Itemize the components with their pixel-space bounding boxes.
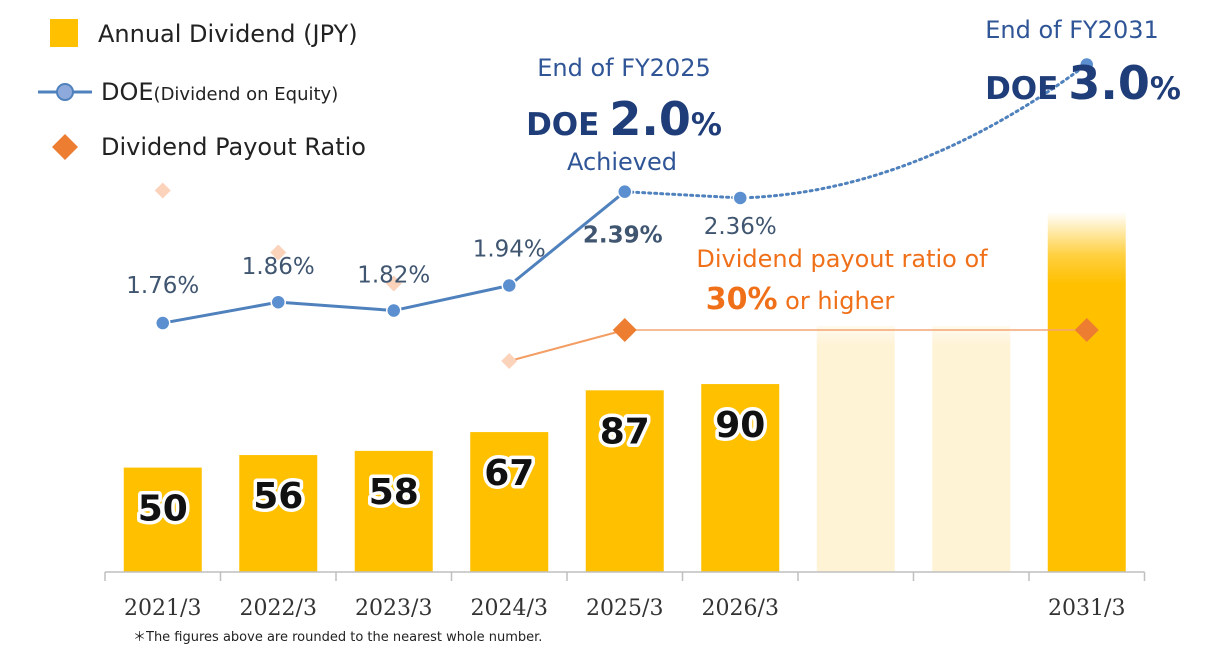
doe-marker [617, 183, 633, 200]
payout-marker [1074, 318, 1099, 342]
doe-layer [155, 56, 1095, 331]
dividend-value-label: 90 [715, 405, 765, 446]
doe-value-label: 2.39% [583, 223, 663, 249]
fy2025-title: End of FY2025 [537, 54, 711, 82]
doe-value-label: 1.76% [126, 273, 199, 299]
legend-doe-main: DOE [101, 78, 154, 106]
doe-value-label: 2.36% [704, 214, 777, 240]
x-tick-label: 2021/3 [124, 596, 201, 621]
dividend-bar-target-fy2031 [1047, 212, 1126, 572]
dividend-value-label: 50 [138, 489, 188, 530]
dividend-bar-2024-3 [470, 432, 549, 572]
footnote: ＊The figures above are rounded to the ne… [133, 630, 542, 645]
dividend-bar-2023-3 [354, 450, 433, 572]
fy2031-doe-unit: % [1150, 71, 1181, 107]
x-tick-label: 2025/3 [586, 596, 663, 621]
dividend-bar-2026-3 [701, 384, 780, 572]
dividend-value-label: 87 [600, 411, 650, 452]
fy2031-doe-target: DOE 3.0% [985, 56, 1181, 110]
doe-value-label: 1.82% [357, 263, 430, 289]
legend: Annual Dividend (JPY) DOE(Dividend on Eq… [38, 19, 366, 161]
labels-layer: 50 56 58 67 87 90 1.76% 1.86% 1.82% 1.94% 2.39% 2.3… [126, 214, 777, 533]
dividend-bar-2022-3 [239, 455, 318, 572]
dividend-bar-future-6 [816, 326, 895, 572]
payout-marker [385, 275, 402, 292]
payout-annotation: Dividend payout ratio of 30% or higher [696, 245, 988, 317]
doe-value-label: 1.94% [473, 237, 546, 263]
fy2025-annotation: End of FY2025 DOE 2.0% Achieved [526, 54, 722, 176]
payout-layer [154, 182, 1099, 369]
payout-connector [508, 329, 626, 362]
doe-value-label: 1.86% [242, 254, 315, 280]
doe-marker [270, 294, 286, 310]
fy2025-doe-prefix: DOE [526, 107, 599, 143]
x-tick-label: 2023/3 [355, 596, 432, 621]
x-axis: 2021/3 2022/3 2023/3 2024/3 2025/3 2026/3 2031… [104, 571, 1146, 621]
doe-marker [1079, 56, 1095, 73]
doe-marker [386, 302, 402, 319]
fy2025-status: Achieved [567, 148, 677, 176]
fy2025-doe-value: 2.0 [609, 92, 691, 146]
x-tick-label: 2022/3 [240, 596, 317, 621]
dividend-value-label: 56 [253, 476, 303, 517]
bars-layer [123, 212, 1126, 572]
fy2031-doe-prefix: DOE [985, 71, 1058, 107]
payout-annotation-rest: or higher [778, 287, 895, 315]
fy2031-doe-value: 3.0 [1068, 56, 1150, 110]
legend-dividend-swatch [50, 19, 78, 47]
doe-line-forecast [623, 63, 1089, 200]
doe-marker [155, 315, 171, 331]
payout-marker [612, 318, 637, 342]
dividend-bar-2021-3 [123, 467, 202, 572]
x-tick-label: 2024/3 [471, 596, 548, 621]
dividend-value-label: 67 [484, 453, 534, 494]
dividend-value-label: 58 [369, 472, 419, 513]
legend-payout-marker [52, 134, 78, 160]
payout-marker [501, 353, 518, 369]
fy2025-doe-target: DOE 2.0% [526, 92, 722, 146]
payout-annotation-line2: 30% or higher [706, 282, 895, 317]
fy2031-annotation: End of FY2031 DOE 3.0% [985, 16, 1181, 110]
dividend-bar-future-7 [932, 326, 1011, 572]
legend-dividend-label: Annual Dividend (JPY) [98, 20, 358, 48]
legend-doe-label: DOE(Dividend on Equity) [101, 78, 338, 106]
legend-doe-sub: (Dividend on Equity) [154, 84, 339, 105]
doe-marker [732, 190, 748, 206]
payout-annotation-line1: Dividend payout ratio of [696, 245, 988, 273]
doe-marker [501, 277, 517, 294]
x-tick-label: 2031/3 [1048, 596, 1125, 621]
payout-annotation-big: 30% [706, 282, 778, 317]
fy2025-doe-unit: % [691, 107, 722, 143]
legend-doe-marker [56, 83, 74, 101]
x-tick-label: 2026/3 [702, 596, 779, 621]
fy2031-title: End of FY2031 [985, 16, 1159, 44]
payout-marker [270, 244, 287, 261]
legend-payout-label: Dividend Payout Ratio [101, 133, 366, 161]
dividend-bar-2025-3 [585, 390, 664, 572]
payout-marker [154, 182, 171, 199]
